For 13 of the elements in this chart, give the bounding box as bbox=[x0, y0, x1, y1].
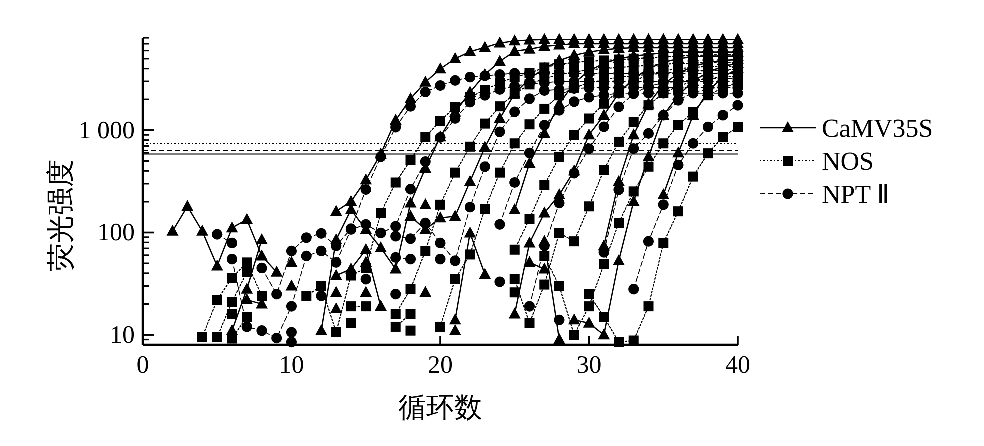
legend-label: NOS bbox=[822, 147, 874, 176]
legend-label: CaMV35S bbox=[822, 114, 934, 143]
x-axis-title: 循环数 bbox=[398, 393, 482, 424]
x-tick-label: 0 bbox=[136, 352, 150, 379]
y-axis-title: 荧光强度 bbox=[46, 160, 77, 272]
y-tick-label: 1 000 bbox=[78, 117, 135, 144]
x-tick-label: 20 bbox=[428, 352, 453, 379]
legend-label: NPT Ⅱ bbox=[822, 180, 890, 209]
y-tick-label: 100 bbox=[98, 220, 135, 247]
x-tick-label: 10 bbox=[279, 352, 304, 379]
y-tick-label: 10 bbox=[110, 322, 135, 350]
x-tick-label: 40 bbox=[726, 352, 750, 379]
x-tick-label: 30 bbox=[576, 352, 602, 379]
